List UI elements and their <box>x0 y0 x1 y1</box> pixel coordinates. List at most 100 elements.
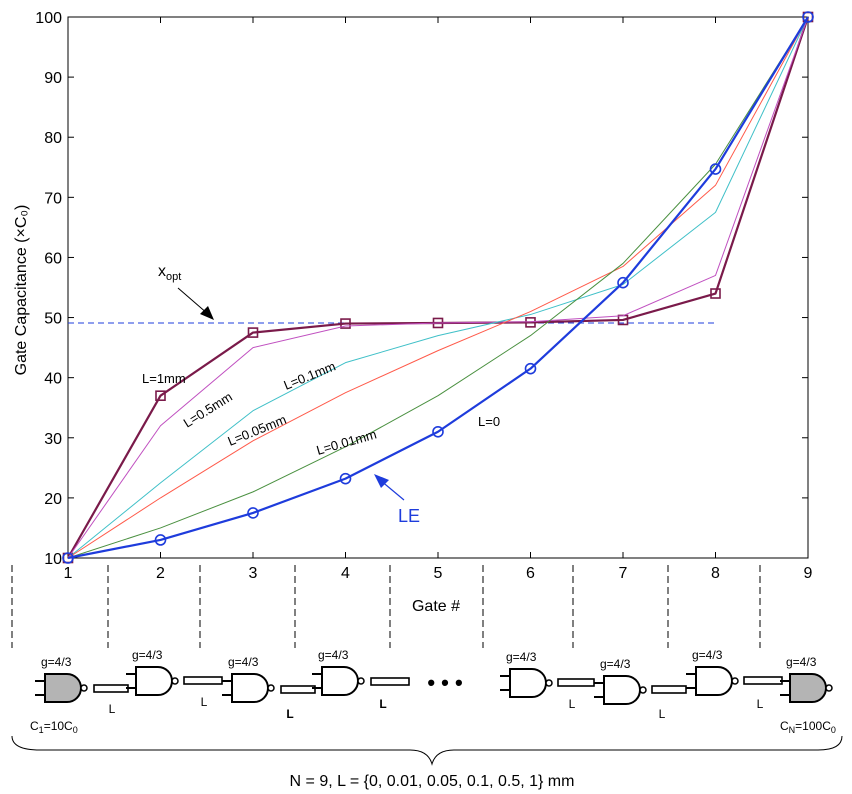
xopt-label-sub: opt <box>166 271 181 283</box>
y-axis-label: Gate Capacitance (×C₀) <box>13 205 30 376</box>
gate-4: g=4/3 <box>312 648 365 696</box>
x-tick-label: 4 <box>341 565 350 582</box>
gate-2: g=4/3 <box>126 648 179 696</box>
data-point-circle <box>62 552 74 564</box>
x-tick-label: 5 <box>434 565 443 582</box>
gate-separators <box>11 565 761 648</box>
data-point-square <box>525 317 536 328</box>
axes <box>67 16 809 559</box>
x-tick-label: 3 <box>249 565 258 582</box>
wire-label: L <box>569 697 576 711</box>
y-tick-label: 90 <box>44 70 62 87</box>
label-l-0.1mm: L=0.1mm <box>282 358 338 392</box>
x-tick-label: 9 <box>804 565 813 582</box>
label-l-0.05mm: L=0.05mm <box>226 412 289 449</box>
wire-8: L <box>743 676 783 711</box>
y-tick-label: 20 <box>44 491 62 508</box>
data-point-square <box>710 288 721 299</box>
wire-3: L <box>280 685 316 721</box>
gate-output-bubble <box>639 686 647 694</box>
data-point-circle <box>339 472 352 485</box>
y-tick-label: 80 <box>44 130 62 147</box>
gate-output-bubble <box>545 679 553 687</box>
gate-7: g=4/3 <box>594 657 647 705</box>
y-tick-label: 50 <box>44 311 62 328</box>
gate-label: g=4/3 <box>318 648 349 662</box>
data-point-square <box>247 327 259 338</box>
first-cap-sub1: 1 <box>39 725 44 735</box>
wire-segment <box>280 685 316 694</box>
le-arrow <box>374 474 405 501</box>
x-tick-label: 8 <box>711 565 720 582</box>
series-group <box>62 11 814 564</box>
series-line-L=0.5mm <box>67 16 809 559</box>
gate-8: g=4/3 <box>686 648 739 696</box>
last-cap-sub2: 0 <box>831 725 836 735</box>
wire-label: L <box>201 695 208 709</box>
first-cap-label: C1=10C0 <box>30 719 78 735</box>
first-cap-eq: =10C <box>44 719 73 733</box>
label-l-0.01mm: L=0.01mm <box>315 426 379 457</box>
y-tick-label: 70 <box>44 190 62 207</box>
label-l-0: L=0 <box>478 414 500 429</box>
gate-label: g=4/3 <box>506 650 537 664</box>
gate-9: g=4/3 <box>780 655 833 703</box>
last-cap-main: C <box>780 719 789 733</box>
wire-segment <box>93 684 129 693</box>
data-point-circle <box>247 507 259 519</box>
label-l-1mm: L=1mm <box>142 371 186 386</box>
gate-chain-diagram: g=4/3 Lg=4/3 Lg=4/3 Lg=4/3 L • • • g=4/3 Lg=4/3… <box>35 648 833 721</box>
gate-body <box>789 673 827 703</box>
series-line-L=1mm <box>67 16 810 559</box>
last-cap-label: CN=100C0 <box>780 719 836 735</box>
gate-output-bubble <box>825 684 833 692</box>
gate-output-bubble <box>357 677 365 685</box>
x-tick-label: 7 <box>619 565 628 582</box>
data-point-circle <box>154 534 167 546</box>
gate-output-bubble <box>80 684 88 692</box>
gate-3: g=4/3 <box>222 655 275 703</box>
gate-1: g=4/3 <box>35 655 88 703</box>
plot-frame <box>67 16 809 559</box>
gate-body <box>509 668 547 698</box>
wire-label: L <box>286 707 293 721</box>
wire-2: L <box>183 676 223 709</box>
gate-output-bubble <box>731 677 739 685</box>
gate-body <box>321 666 359 696</box>
first-cap-main: C <box>30 719 39 733</box>
y-tick-label: 40 <box>44 371 62 388</box>
gate-label: g=4/3 <box>228 655 259 669</box>
gate-body <box>231 673 269 703</box>
y-tick-label: 10 <box>44 551 62 568</box>
data-point-square <box>155 390 166 402</box>
gate-label: g=4/3 <box>132 648 163 662</box>
wire-label: L <box>659 707 666 721</box>
data-point-circle <box>709 163 722 175</box>
wire-segment <box>183 676 223 685</box>
wire-segment <box>743 676 783 685</box>
le-label: LE <box>398 506 420 526</box>
data-point-circle <box>802 11 814 23</box>
gate-body <box>695 666 733 696</box>
x-tick-label: 2 <box>156 565 165 582</box>
y-tick-label: 60 <box>44 250 62 267</box>
label-l-0.5mm: L=0.5mm <box>181 389 235 431</box>
xopt-label: xopt <box>158 263 181 283</box>
wire-6: L <box>557 678 595 711</box>
x-tick-label: 1 <box>64 565 73 582</box>
last-cap-eq: =100C <box>795 719 831 733</box>
last-cap-sub1: N <box>789 725 796 735</box>
data-point-circle <box>617 276 629 289</box>
first-cap-sub2: 0 <box>73 725 78 735</box>
gate-output-bubble <box>267 684 275 692</box>
gate-body <box>603 675 641 705</box>
gate-body <box>135 666 173 696</box>
wire-segment <box>370 677 410 686</box>
circuit-caption: N = 9, L = {0, 0.01, 0.05, 0.1, 0.5, 1} … <box>290 773 575 790</box>
gate-label: g=4/3 <box>692 648 723 662</box>
y-tick-label: 30 <box>44 431 62 448</box>
ellipsis: • • • <box>427 670 462 695</box>
data-point-circle <box>432 425 444 438</box>
wire-segment <box>557 678 595 687</box>
